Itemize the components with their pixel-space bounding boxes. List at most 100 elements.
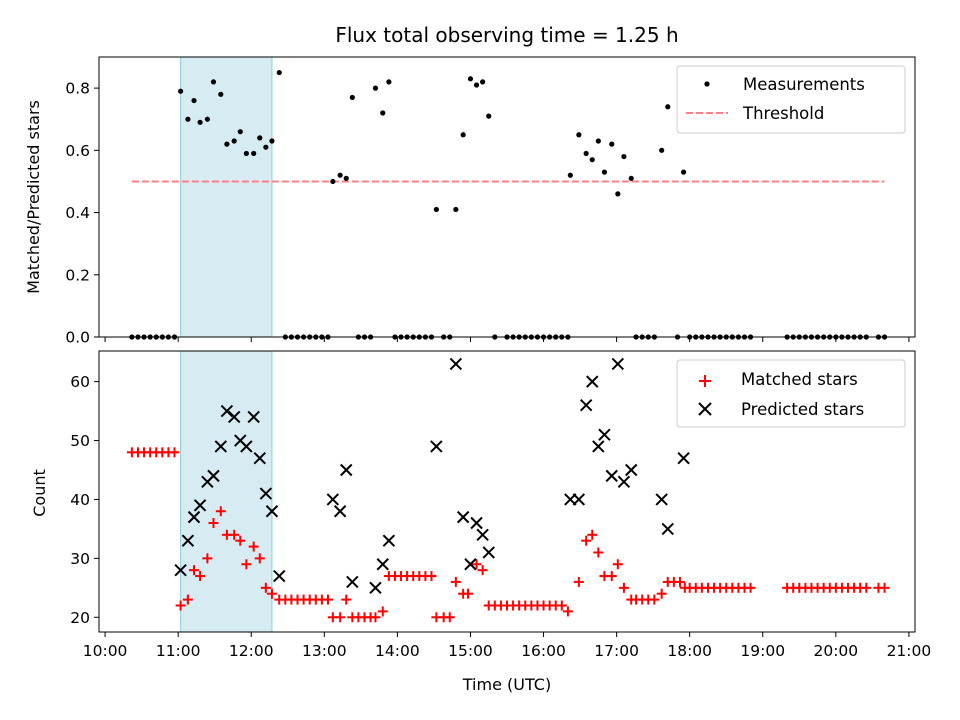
- measurement-point: [615, 191, 621, 197]
- matched-star-point: [471, 559, 482, 570]
- matched-star-point: [322, 594, 333, 605]
- predicted-stars-series: [174, 357, 690, 595]
- matched-star-point: [587, 529, 598, 540]
- predicted-star-point: [174, 563, 187, 577]
- matched-star-point: [649, 594, 660, 605]
- predicted-star-point: [430, 440, 443, 453]
- predicted-star-point: [592, 440, 605, 453]
- measurement-point: [343, 175, 349, 181]
- x-tick-label: 19:00: [740, 642, 785, 660]
- y-tick-label: 0.6: [65, 142, 90, 160]
- predicted-star-point: [611, 357, 625, 371]
- measurement-point: [665, 104, 671, 110]
- x-tick-label: 12:00: [229, 642, 274, 660]
- measurement-point: [185, 116, 191, 122]
- measurement-point: [467, 76, 474, 82]
- measurement-point: [576, 132, 582, 138]
- matched-star-point: [861, 582, 872, 593]
- x-tick-label: 21:00: [887, 642, 932, 660]
- count-axes: 20 30 40 50 60 10:00 11:00 12:00 13:00 14:00 15:0…: [30, 350, 932, 694]
- matched-star-point: [241, 559, 252, 570]
- matched-star-point: [656, 588, 667, 599]
- matched-star-point: [188, 565, 199, 576]
- predicted-star-point: [579, 398, 593, 412]
- measurement-point: [251, 150, 257, 157]
- measurement-point: [337, 172, 343, 178]
- matched-star-point: [254, 553, 265, 564]
- matched-star-point: [444, 612, 455, 623]
- measurement-point: [460, 132, 466, 138]
- measurement-point: [433, 206, 439, 213]
- predicted-star-point: [265, 505, 279, 518]
- measurement-point: [257, 135, 263, 141]
- matched-star-point: [370, 612, 381, 623]
- predicted-star-point: [346, 575, 359, 589]
- matched-star-point: [182, 594, 193, 605]
- matched-star-point: [260, 582, 271, 593]
- measurement-point: [218, 91, 224, 97]
- predicted-star-point: [464, 558, 477, 571]
- predicted-star-point: [187, 510, 201, 524]
- matched-star-point: [463, 588, 474, 599]
- measurement-point: [609, 141, 615, 147]
- predicted-star-point: [227, 410, 241, 424]
- measurement-point: [276, 69, 282, 76]
- measurement-point: [178, 88, 184, 94]
- legend-measurements-marker: [704, 81, 710, 87]
- matched-star-point: [581, 535, 592, 546]
- predicted-star-point: [598, 428, 611, 441]
- measurement-point: [380, 110, 386, 116]
- measurement-point: [197, 119, 203, 125]
- measurement-point: [680, 169, 687, 175]
- legend-matched-marker: [699, 375, 711, 387]
- matched-star-point: [195, 571, 206, 582]
- predicted-star-point: [247, 410, 260, 424]
- measurement-point: [473, 82, 480, 88]
- matched-star-point: [426, 571, 437, 582]
- y-tick-label: 0.4: [65, 204, 90, 222]
- predicted-star-point: [677, 452, 690, 465]
- predicted-star-point: [661, 522, 674, 536]
- predicted-star-point: [181, 534, 195, 547]
- predicted-star-point: [470, 516, 483, 530]
- chart-title: Flux total observing time = 1.25 h: [335, 23, 678, 47]
- measurement-point: [349, 94, 355, 101]
- predicted-star-point: [449, 357, 463, 371]
- legend-frame: [676, 65, 906, 134]
- y-tick-label: 40: [70, 491, 90, 509]
- x-tick-label: 13:00: [302, 642, 347, 660]
- legend-matched-label: Matched stars: [741, 370, 858, 389]
- predicted-star-point: [253, 452, 266, 465]
- legend-measurements-label: Measurements: [743, 75, 865, 94]
- y-tick-label: 0.0: [65, 329, 90, 347]
- measurement-point: [210, 79, 217, 85]
- predicted-star-point: [586, 375, 599, 388]
- measurement-point: [567, 172, 573, 178]
- measurement-point: [263, 144, 269, 150]
- legend-frame: [676, 359, 906, 428]
- measurement-point: [372, 85, 379, 91]
- y-tick-label: 0.2: [65, 266, 90, 284]
- x-tick-label: 10:00: [83, 642, 128, 660]
- matched-star-point: [377, 606, 388, 617]
- predicted-star-point: [193, 499, 207, 512]
- measurement-point: [486, 113, 492, 119]
- y-axis-ticks: 20 30 40 50 60: [70, 373, 99, 627]
- matched-star-point: [450, 576, 461, 587]
- matched-star-point: [573, 576, 584, 587]
- predicted-star-point: [259, 487, 273, 500]
- measurement-point: [231, 138, 237, 144]
- y-axis-label: Count: [30, 469, 49, 517]
- matched-star-point: [335, 612, 346, 623]
- y-tick-label: 0.8: [65, 80, 90, 98]
- predicted-star-point: [214, 440, 227, 453]
- matched-star-point: [674, 576, 685, 587]
- predicted-star-point: [369, 581, 382, 595]
- ratio-axes-frame: [98, 56, 916, 338]
- x-tick-label: 20:00: [813, 642, 858, 660]
- matched-star-point: [612, 559, 623, 570]
- measurement-point: [386, 79, 392, 85]
- y-axis-label: Matched/Predicted stars: [24, 100, 43, 294]
- predicted-star-point: [655, 493, 668, 506]
- matched-star-point: [235, 535, 246, 546]
